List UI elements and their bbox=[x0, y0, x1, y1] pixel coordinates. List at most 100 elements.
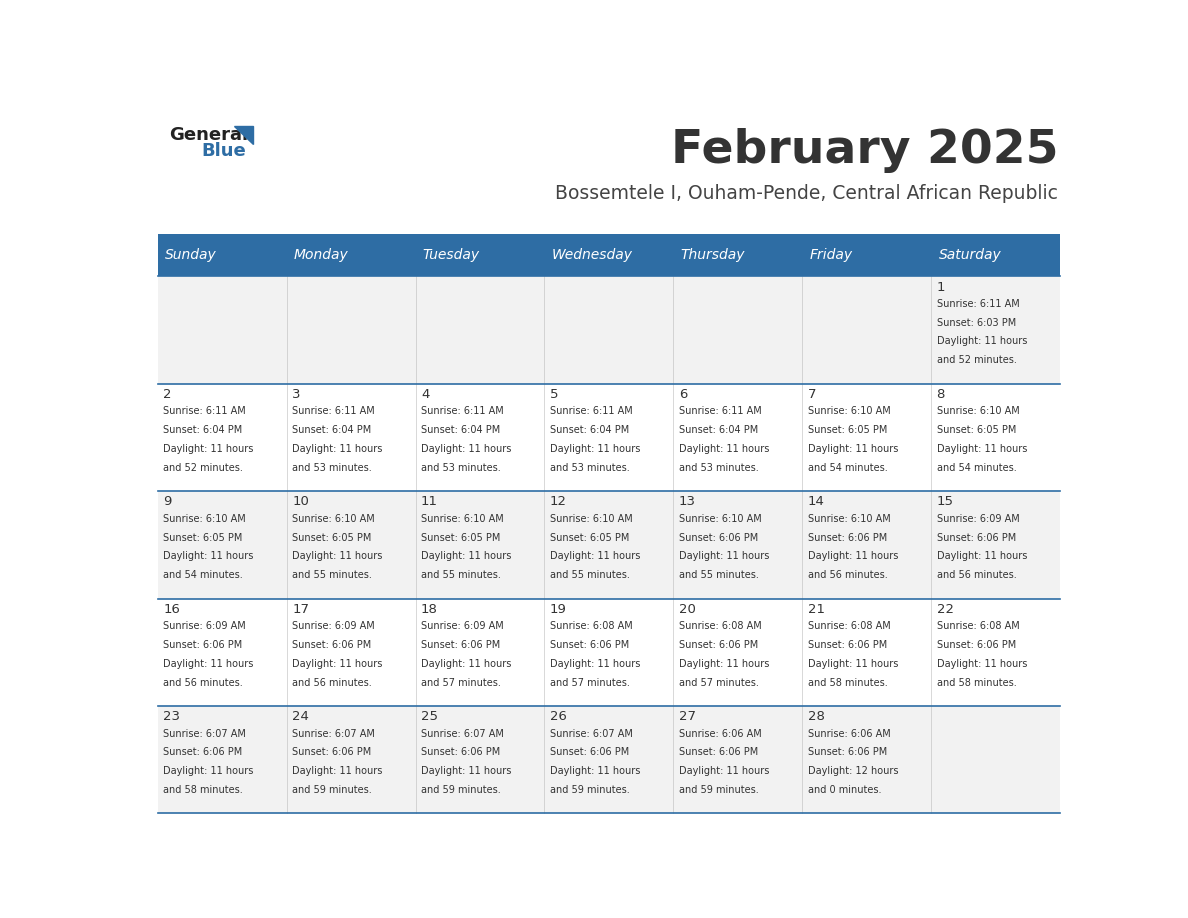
Text: 1: 1 bbox=[936, 281, 946, 294]
Text: Sunset: 6:04 PM: Sunset: 6:04 PM bbox=[292, 425, 372, 435]
Text: Sunrise: 6:10 AM: Sunrise: 6:10 AM bbox=[808, 407, 891, 416]
Text: 21: 21 bbox=[808, 603, 824, 616]
Text: Sunrise: 6:10 AM: Sunrise: 6:10 AM bbox=[936, 407, 1019, 416]
Text: and 53 minutes.: and 53 minutes. bbox=[292, 463, 372, 473]
Text: Sunrise: 6:08 AM: Sunrise: 6:08 AM bbox=[550, 621, 633, 632]
Text: Daylight: 12 hours: Daylight: 12 hours bbox=[808, 767, 898, 777]
Text: 19: 19 bbox=[550, 603, 567, 616]
Text: Sunset: 6:04 PM: Sunset: 6:04 PM bbox=[550, 425, 630, 435]
Text: 11: 11 bbox=[421, 496, 438, 509]
Text: 10: 10 bbox=[292, 496, 309, 509]
Bar bbox=[158, 234, 1060, 276]
Text: Sunset: 6:04 PM: Sunset: 6:04 PM bbox=[421, 425, 500, 435]
Text: and 55 minutes.: and 55 minutes. bbox=[678, 570, 759, 580]
Text: 26: 26 bbox=[550, 711, 567, 723]
Text: Sunset: 6:06 PM: Sunset: 6:06 PM bbox=[163, 747, 242, 757]
Text: 23: 23 bbox=[163, 711, 181, 723]
Text: Sunset: 6:06 PM: Sunset: 6:06 PM bbox=[292, 640, 372, 650]
Text: Daylight: 11 hours: Daylight: 11 hours bbox=[292, 767, 383, 777]
Text: and 52 minutes.: and 52 minutes. bbox=[936, 355, 1017, 365]
Text: 15: 15 bbox=[936, 496, 954, 509]
Text: Sunset: 6:06 PM: Sunset: 6:06 PM bbox=[421, 640, 500, 650]
Polygon shape bbox=[234, 126, 253, 144]
Text: Daylight: 11 hours: Daylight: 11 hours bbox=[936, 444, 1026, 453]
Text: 8: 8 bbox=[936, 388, 944, 401]
Text: and 59 minutes.: and 59 minutes. bbox=[421, 785, 501, 795]
Text: Bossemtele I, Ouham-Pende, Central African Republic: Bossemtele I, Ouham-Pende, Central Afric… bbox=[555, 185, 1059, 204]
Text: 17: 17 bbox=[292, 603, 309, 616]
Text: Sunrise: 6:09 AM: Sunrise: 6:09 AM bbox=[421, 621, 504, 632]
Text: Daylight: 11 hours: Daylight: 11 hours bbox=[808, 444, 898, 453]
Text: Daylight: 11 hours: Daylight: 11 hours bbox=[936, 552, 1026, 561]
Text: Sunrise: 6:09 AM: Sunrise: 6:09 AM bbox=[292, 621, 375, 632]
Text: 28: 28 bbox=[808, 711, 824, 723]
Text: Daylight: 11 hours: Daylight: 11 hours bbox=[936, 659, 1026, 669]
Text: Sunrise: 6:07 AM: Sunrise: 6:07 AM bbox=[550, 729, 633, 739]
Bar bbox=[158, 706, 1060, 813]
Text: Sunrise: 6:10 AM: Sunrise: 6:10 AM bbox=[550, 514, 633, 524]
Text: and 59 minutes.: and 59 minutes. bbox=[292, 785, 372, 795]
Text: Sunrise: 6:11 AM: Sunrise: 6:11 AM bbox=[421, 407, 504, 416]
Text: and 56 minutes.: and 56 minutes. bbox=[163, 677, 244, 688]
Text: Daylight: 11 hours: Daylight: 11 hours bbox=[550, 444, 640, 453]
Text: 18: 18 bbox=[421, 603, 438, 616]
Text: 27: 27 bbox=[678, 711, 696, 723]
Text: Sunrise: 6:09 AM: Sunrise: 6:09 AM bbox=[163, 621, 246, 632]
Text: Sunrise: 6:10 AM: Sunrise: 6:10 AM bbox=[678, 514, 762, 524]
Text: and 58 minutes.: and 58 minutes. bbox=[936, 677, 1017, 688]
Text: Daylight: 11 hours: Daylight: 11 hours bbox=[678, 444, 769, 453]
Text: Sunset: 6:03 PM: Sunset: 6:03 PM bbox=[936, 318, 1016, 328]
Text: Sunset: 6:05 PM: Sunset: 6:05 PM bbox=[292, 532, 372, 543]
Text: and 55 minutes.: and 55 minutes. bbox=[292, 570, 372, 580]
Text: Daylight: 11 hours: Daylight: 11 hours bbox=[421, 767, 511, 777]
Text: Sunset: 6:06 PM: Sunset: 6:06 PM bbox=[678, 640, 758, 650]
Text: Sunset: 6:05 PM: Sunset: 6:05 PM bbox=[550, 532, 630, 543]
Text: Sunset: 6:06 PM: Sunset: 6:06 PM bbox=[550, 640, 630, 650]
Text: Sunrise: 6:11 AM: Sunrise: 6:11 AM bbox=[550, 407, 633, 416]
Text: Blue: Blue bbox=[201, 142, 246, 160]
Text: Sunrise: 6:06 AM: Sunrise: 6:06 AM bbox=[808, 729, 891, 739]
Text: 16: 16 bbox=[163, 603, 181, 616]
Text: and 59 minutes.: and 59 minutes. bbox=[678, 785, 759, 795]
Text: Sunrise: 6:06 AM: Sunrise: 6:06 AM bbox=[678, 729, 762, 739]
Text: 14: 14 bbox=[808, 496, 824, 509]
Text: 13: 13 bbox=[678, 496, 696, 509]
Text: Sunrise: 6:10 AM: Sunrise: 6:10 AM bbox=[292, 514, 375, 524]
Text: General: General bbox=[169, 126, 248, 144]
Text: Daylight: 11 hours: Daylight: 11 hours bbox=[421, 659, 511, 669]
Text: Daylight: 11 hours: Daylight: 11 hours bbox=[678, 767, 769, 777]
Text: 2: 2 bbox=[163, 388, 172, 401]
Text: Daylight: 11 hours: Daylight: 11 hours bbox=[550, 552, 640, 561]
Text: Monday: Monday bbox=[293, 248, 349, 262]
Text: February 2025: February 2025 bbox=[671, 128, 1059, 173]
Text: and 56 minutes.: and 56 minutes. bbox=[808, 570, 887, 580]
Text: Sunrise: 6:11 AM: Sunrise: 6:11 AM bbox=[678, 407, 762, 416]
Text: and 54 minutes.: and 54 minutes. bbox=[808, 463, 887, 473]
Text: Sunset: 6:06 PM: Sunset: 6:06 PM bbox=[678, 747, 758, 757]
Text: Daylight: 11 hours: Daylight: 11 hours bbox=[163, 767, 253, 777]
Text: 12: 12 bbox=[550, 496, 567, 509]
Text: and 55 minutes.: and 55 minutes. bbox=[421, 570, 501, 580]
Text: and 52 minutes.: and 52 minutes. bbox=[163, 463, 244, 473]
Text: and 57 minutes.: and 57 minutes. bbox=[550, 677, 630, 688]
Text: Daylight: 11 hours: Daylight: 11 hours bbox=[808, 659, 898, 669]
Text: Sunrise: 6:08 AM: Sunrise: 6:08 AM bbox=[936, 621, 1019, 632]
Text: and 58 minutes.: and 58 minutes. bbox=[808, 677, 887, 688]
Bar bbox=[158, 599, 1060, 706]
Text: Wednesday: Wednesday bbox=[551, 248, 633, 262]
Text: and 53 minutes.: and 53 minutes. bbox=[421, 463, 501, 473]
Text: Sunrise: 6:11 AM: Sunrise: 6:11 AM bbox=[292, 407, 375, 416]
Text: and 53 minutes.: and 53 minutes. bbox=[678, 463, 759, 473]
Text: Sunrise: 6:10 AM: Sunrise: 6:10 AM bbox=[163, 514, 246, 524]
Text: and 54 minutes.: and 54 minutes. bbox=[936, 463, 1017, 473]
Text: Daylight: 11 hours: Daylight: 11 hours bbox=[292, 444, 383, 453]
Text: and 57 minutes.: and 57 minutes. bbox=[421, 677, 501, 688]
Text: 7: 7 bbox=[808, 388, 816, 401]
Text: Sunrise: 6:11 AM: Sunrise: 6:11 AM bbox=[936, 299, 1019, 308]
Text: Daylight: 11 hours: Daylight: 11 hours bbox=[936, 336, 1026, 346]
Text: Sunset: 6:06 PM: Sunset: 6:06 PM bbox=[292, 747, 372, 757]
Text: Sunday: Sunday bbox=[165, 248, 217, 262]
Text: Sunset: 6:06 PM: Sunset: 6:06 PM bbox=[936, 640, 1016, 650]
Text: Sunset: 6:05 PM: Sunset: 6:05 PM bbox=[808, 425, 887, 435]
Text: Sunrise: 6:11 AM: Sunrise: 6:11 AM bbox=[163, 407, 246, 416]
